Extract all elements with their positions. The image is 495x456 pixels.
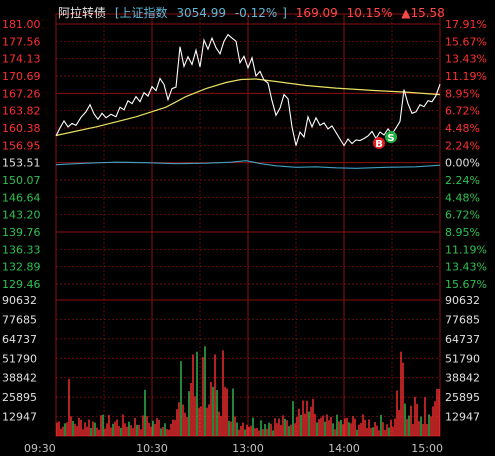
trade-marker-label: S — [387, 133, 394, 144]
pct-tick-label: 2.24% — [445, 174, 480, 187]
volume-tick-label: 51790 — [2, 352, 37, 365]
index-change: -0.12% — [234, 6, 278, 20]
price-tick-label: 174.13 — [2, 53, 41, 66]
change-amount: ▲15.58 — [401, 6, 445, 20]
pct-tick-label: 6.72% — [445, 209, 480, 222]
price-tick-label: 132.89 — [2, 261, 41, 274]
price-tick-label: 150.07 — [2, 174, 41, 187]
last-price: 169.09 — [295, 6, 338, 20]
volume-tick-label: 38842 — [2, 372, 37, 385]
volume-tick-label: 64737 — [2, 333, 37, 346]
time-label: 10:30 — [136, 442, 168, 455]
pct-tick-label: 13.43% — [445, 53, 487, 66]
volume-tick-label-right: 77685 — [445, 313, 480, 326]
pct-tick-label: 15.67% — [445, 278, 487, 291]
chart-header: 阿拉转债 [上证指数 3054.99 -0.12%] 169.09 10.15%… — [58, 5, 450, 21]
price-tick-label: 136.33 — [2, 243, 41, 256]
index-info: [上证指数 3054.99 -0.12%] — [114, 6, 287, 20]
price-tick-label: 146.64 — [2, 191, 41, 204]
pct-tick-label: 2.24% — [445, 139, 480, 152]
time-label: 09:30 — [24, 442, 56, 455]
price-tick-label: 181.00 — [2, 18, 41, 31]
pct-tick-label: 4.48% — [445, 191, 480, 204]
trade-marker-s — [385, 130, 397, 143]
price-tick-label: 153.51 — [2, 157, 41, 170]
pct-tick-label: 4.48% — [445, 122, 480, 135]
average-price-line — [55, 78, 441, 137]
volume-tick-label: 12947 — [2, 411, 37, 424]
volume-tick-label-right: 51790 — [445, 352, 480, 365]
index-line — [55, 160, 441, 169]
pct-tick-label: 13.43% — [445, 261, 487, 274]
price-tick-label: 156.95 — [2, 139, 41, 152]
volume-tick-label: 90632 — [2, 294, 37, 307]
price-line — [55, 33, 441, 147]
volume-tick-label-right: 12947 — [445, 411, 480, 424]
price-tick-label: 129.46 — [2, 278, 41, 291]
time-label: 14:00 — [328, 442, 360, 455]
pct-tick-label: 6.72% — [445, 105, 480, 118]
price-tick-label: 177.56 — [2, 35, 41, 48]
volume-tick-label-right: 90632 — [445, 294, 480, 307]
pct-tick-label: 11.19% — [445, 70, 487, 83]
volume-tick-label: 25895 — [2, 391, 37, 404]
volume-tick-label-right: 64737 — [445, 333, 480, 346]
price-tick-label: 139.76 — [2, 226, 41, 239]
pct-tick-label: 8.95% — [445, 87, 480, 100]
price-tick-label: 143.20 — [2, 209, 41, 222]
pct-tick-label: 0.00% — [445, 157, 480, 170]
pct-tick-label: 8.95% — [445, 226, 480, 239]
pct-tick-label: 17.91% — [445, 18, 487, 31]
time-label: 15:00 — [411, 442, 443, 455]
time-label: 13:00 — [232, 442, 264, 455]
trade-marker-b — [373, 137, 385, 150]
pct-tick-label: 15.67% — [445, 35, 487, 48]
index-name: 上证指数 — [119, 6, 168, 20]
volume-tick-label-right: 25895 — [445, 391, 480, 404]
pct-tick-label: 11.19% — [445, 243, 487, 256]
volume-tick-label-right: 38842 — [445, 372, 480, 385]
index-value: 3054.99 — [176, 6, 226, 20]
price-tick-label: 170.69 — [2, 70, 41, 83]
security-name: 阿拉转债 — [58, 6, 107, 20]
volume-tick-label: 77685 — [2, 313, 37, 326]
price-tick-label: 163.82 — [2, 105, 41, 118]
trade-marker-label: B — [375, 139, 383, 150]
change-percent: 10.15% — [346, 6, 393, 20]
price-tick-label: 160.38 — [2, 122, 41, 135]
price-tick-label: 167.26 — [2, 87, 41, 100]
